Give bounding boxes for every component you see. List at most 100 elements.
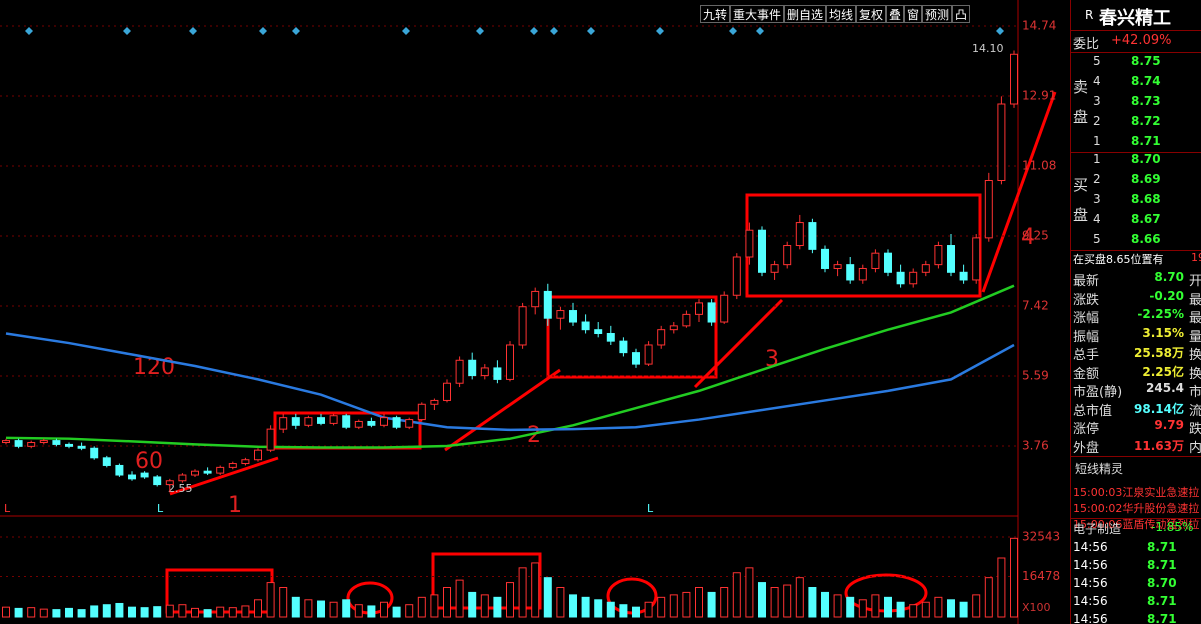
candle-body xyxy=(77,445,86,449)
candle-body xyxy=(27,442,36,447)
volume-bar xyxy=(657,596,666,618)
stat-label: 涨停 xyxy=(1073,422,1100,437)
alert: 15:00:02华升股份急速拉 xyxy=(1073,502,1200,515)
volume-bar xyxy=(140,607,149,618)
box xyxy=(745,193,982,298)
volume-bar xyxy=(14,607,23,618)
volume-bar xyxy=(77,609,86,618)
toolbar-button[interactable]: 重大事件 xyxy=(730,5,785,23)
stat-next: 换手 xyxy=(1189,348,1201,363)
volume-bar xyxy=(594,599,603,618)
volume-bar xyxy=(858,599,867,618)
candle-body xyxy=(506,344,514,380)
volume-bar xyxy=(984,577,993,618)
trend-line xyxy=(981,91,1057,293)
sep xyxy=(1071,52,1201,53)
toolbar-button[interactable]: 复权 xyxy=(856,5,887,23)
stat-value: -2.25% xyxy=(1137,307,1184,321)
stat-value: 8.70 xyxy=(1154,270,1184,284)
candle-body xyxy=(758,229,766,273)
candle-body xyxy=(493,367,502,380)
stat-value: 3.15% xyxy=(1142,325,1184,340)
volume-bar xyxy=(695,587,703,618)
candle-body xyxy=(90,447,99,459)
volume-bar xyxy=(682,591,691,618)
candle-body xyxy=(1010,53,1018,105)
candle-body xyxy=(695,302,703,315)
volume-bar xyxy=(632,606,640,618)
level: 4 xyxy=(1093,212,1101,226)
stat-next: 流通 xyxy=(1189,403,1201,419)
toolbar-button[interactable]: 删自选 xyxy=(784,5,827,23)
volume-bar xyxy=(707,591,716,618)
toolbar-button[interactable]: 窗 xyxy=(904,5,923,23)
candle-body xyxy=(632,352,640,365)
candle-body xyxy=(984,180,993,239)
toolbar-button[interactable]: 凸 xyxy=(952,5,971,23)
y-tick-label: 14.74 xyxy=(1022,18,1056,32)
level: 1 xyxy=(1093,152,1101,166)
candle-body xyxy=(569,310,577,323)
tick-price: 8.71 xyxy=(1147,558,1177,572)
candle-body xyxy=(14,440,23,447)
tick-time: 14:56 xyxy=(1073,576,1108,590)
candle-body xyxy=(921,264,930,273)
candle-body xyxy=(455,359,464,384)
volume-bar xyxy=(569,594,577,618)
volume-bar xyxy=(39,608,48,618)
volume-bar xyxy=(531,562,540,618)
toolbar-button[interactable]: 预测 xyxy=(922,5,953,23)
annotation: 1 xyxy=(228,493,242,518)
stat-label: 振幅 xyxy=(1073,329,1100,345)
volume-bar xyxy=(821,591,829,618)
candle-body xyxy=(304,417,313,426)
volume-bar xyxy=(102,604,111,618)
tick-time: 14:56 xyxy=(1073,612,1108,624)
stat-label: 最新 xyxy=(1073,274,1100,289)
candle-body xyxy=(115,464,124,476)
candle-body xyxy=(279,417,288,430)
volume-bar xyxy=(1010,537,1018,618)
stock-name: 春兴精工 xyxy=(1099,8,1171,29)
note-tail: 19 xyxy=(1191,251,1201,264)
volume-bar xyxy=(745,567,754,618)
candle-body xyxy=(821,248,829,269)
toolbar-button[interactable]: 九转 xyxy=(700,5,731,23)
weibi-label: 委比 xyxy=(1073,37,1100,52)
annotation: 60 xyxy=(135,449,163,474)
candle-body xyxy=(216,466,225,474)
volume-bar xyxy=(468,591,477,618)
code: R xyxy=(1085,8,1094,22)
volume-bar xyxy=(896,601,905,618)
volume-bar xyxy=(518,567,527,618)
stat-next: 内盘 xyxy=(1189,440,1201,456)
candle-body xyxy=(417,403,426,421)
volume-bar xyxy=(770,587,779,618)
y-tick-label: 11.08 xyxy=(1022,158,1056,172)
candle-body xyxy=(203,470,212,474)
level: 3 xyxy=(1093,94,1101,108)
candle-body xyxy=(443,382,451,401)
volume-bar xyxy=(417,596,426,618)
level: 5 xyxy=(1093,232,1101,246)
level: 3 xyxy=(1093,192,1101,206)
level-price: 8.68 xyxy=(1131,192,1161,206)
volume-bar xyxy=(178,604,187,618)
stat-value: 9.79 xyxy=(1154,418,1184,432)
candle-body xyxy=(833,264,842,269)
toolbar-button[interactable]: 叠 xyxy=(886,5,905,23)
volume-bar xyxy=(493,596,502,618)
candle-body xyxy=(581,321,590,331)
candle-body xyxy=(997,103,1006,181)
candle-body xyxy=(657,329,666,346)
volume-bar xyxy=(720,587,729,618)
volume-bar xyxy=(921,601,930,618)
candle-body xyxy=(329,415,338,424)
toolbar-button[interactable]: 均线 xyxy=(826,5,857,23)
volume-bar xyxy=(808,587,817,618)
stat-value: 98.14亿 xyxy=(1134,401,1184,416)
candle-body xyxy=(317,417,325,424)
volume-bar xyxy=(380,601,388,618)
candle-body xyxy=(430,399,439,405)
